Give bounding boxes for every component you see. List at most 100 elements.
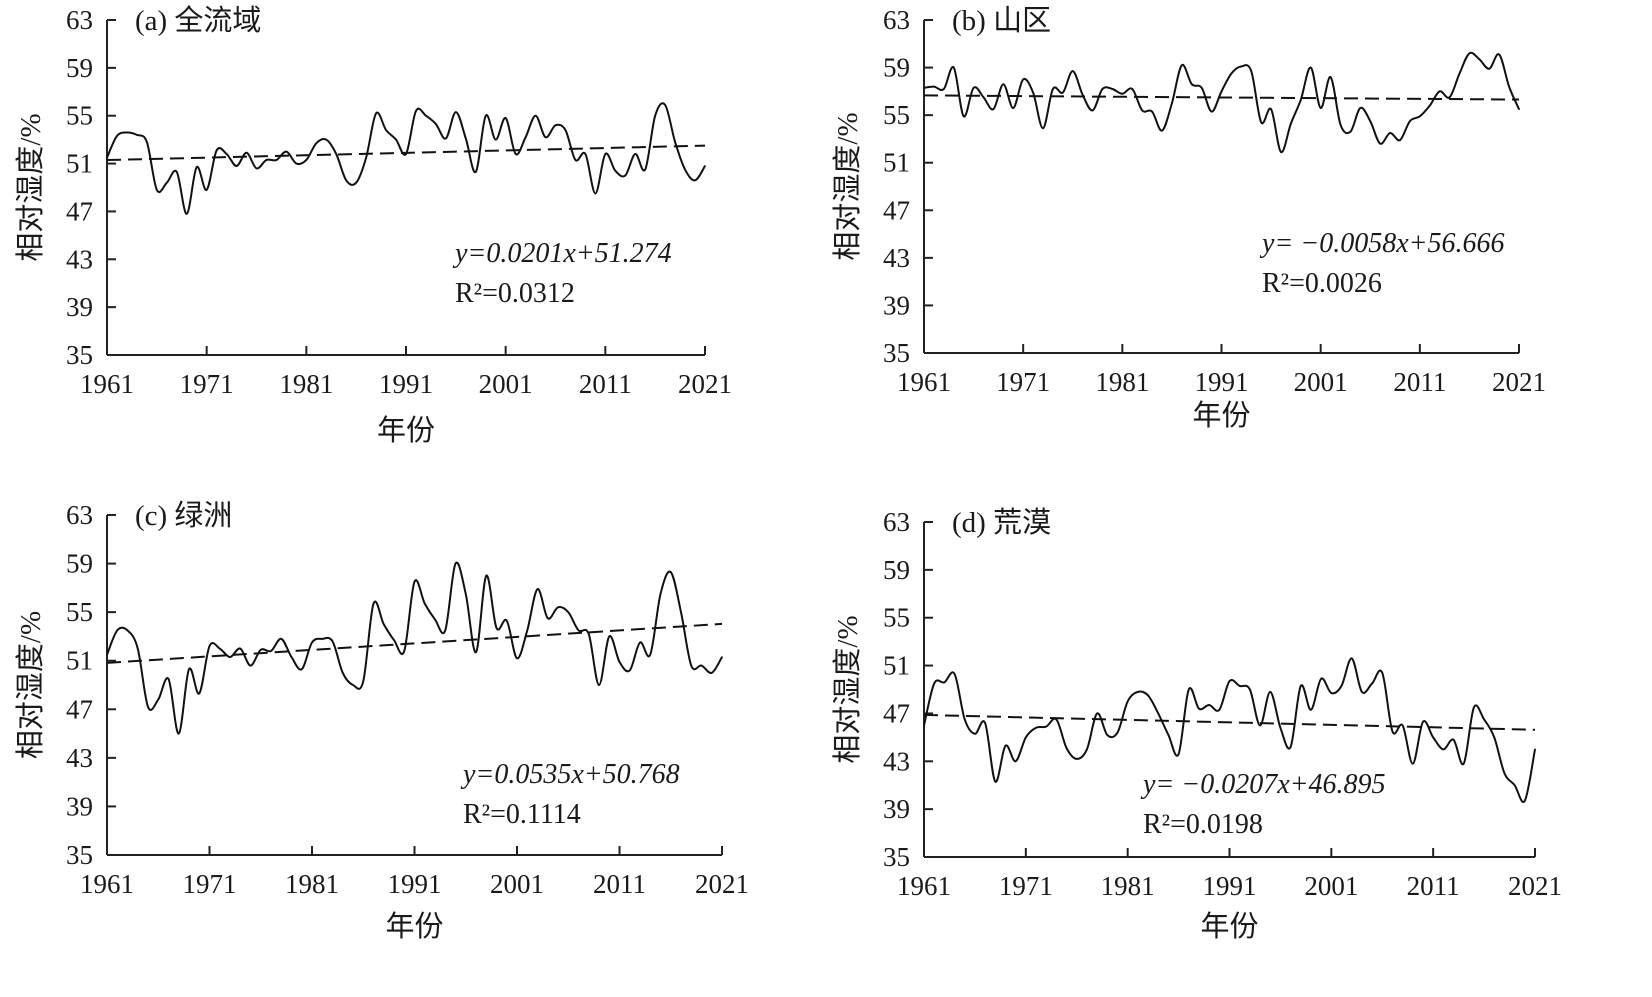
- data-point: [259, 648, 262, 651]
- data-point: [1432, 736, 1434, 739]
- data-point: [1401, 724, 1404, 727]
- data-point: [1309, 66, 1312, 69]
- data-point: [1091, 109, 1094, 112]
- trend-line: [923, 94, 1520, 101]
- data-point: [1389, 132, 1391, 134]
- x-tick-label: 2021: [1508, 871, 1562, 901]
- data-point: [156, 189, 158, 191]
- data-point: [185, 213, 188, 215]
- data-point: [157, 698, 160, 701]
- data-point: [1419, 115, 1421, 118]
- data-point: [608, 635, 611, 638]
- data-point: [1106, 734, 1109, 736]
- data-point: [425, 114, 427, 117]
- data-point: [614, 169, 617, 172]
- y-tick-label: 43: [883, 243, 910, 273]
- data-point: [1409, 120, 1411, 122]
- data-point: [1260, 121, 1262, 124]
- data-point: [1320, 677, 1322, 680]
- data-point: [198, 692, 201, 695]
- data-point: [577, 629, 580, 632]
- data-point: [465, 137, 467, 140]
- data-point: [1488, 67, 1491, 70]
- y-axis-label: 相对湿度/%: [831, 112, 864, 260]
- data-point: [116, 135, 118, 137]
- data-point: [1230, 72, 1233, 75]
- data-point: [167, 678, 170, 680]
- data-point: [311, 641, 313, 644]
- data-point: [315, 142, 318, 145]
- data-point: [557, 606, 559, 609]
- data-point: [126, 131, 128, 134]
- data-point: [372, 602, 375, 605]
- data-point: [175, 171, 178, 173]
- data-point: [218, 647, 221, 650]
- y-tick-label: 51: [66, 646, 93, 676]
- data-point: [1349, 130, 1352, 133]
- regression-equation: y=0.0535x+50.768: [460, 759, 680, 790]
- data-point: [1032, 91, 1034, 94]
- data-point: [208, 645, 211, 647]
- chart-panel-a: 35 39 43 47 51 55 59 63 1961 1971 1981 1991 2001 2011…: [14, 4, 732, 447]
- y-tick-label: 47: [883, 698, 910, 728]
- data-point: [1330, 692, 1333, 694]
- r-squared-label: R²=0.0198: [1143, 809, 1263, 840]
- data-point: [1086, 748, 1088, 751]
- chart-panel-d: 35 39 43 47 51 55 59 63 1961 1971 1981 1991 2001 2011…: [831, 506, 1562, 943]
- y-tick-label: 43: [883, 746, 910, 776]
- data-point: [1220, 90, 1223, 93]
- data-point: [1012, 107, 1015, 109]
- data-point: [587, 633, 590, 635]
- data-point: [1350, 657, 1353, 660]
- data-point: [1147, 694, 1149, 697]
- y-tick-label: 39: [66, 791, 93, 821]
- data-point: [1279, 726, 1282, 729]
- data-point: [923, 86, 925, 89]
- data-point: [1473, 706, 1475, 709]
- x-tick-label: 1971: [183, 869, 237, 899]
- data-point: [1508, 85, 1510, 88]
- data-point: [1289, 746, 1292, 748]
- data-point: [205, 189, 208, 191]
- data-point: [1062, 91, 1064, 94]
- data-point: [1339, 123, 1342, 126]
- data-point: [321, 638, 324, 640]
- data-point: [1238, 685, 1241, 687]
- x-tick-label: 1991: [1195, 367, 1249, 397]
- trend-line: [106, 622, 723, 664]
- data-point: [300, 668, 303, 671]
- y-tick-label: 35: [66, 340, 93, 370]
- data-point: [567, 611, 570, 613]
- x-tick-label: 2021: [695, 869, 749, 899]
- x-tick-label: 1981: [1095, 367, 1149, 397]
- data-point: [255, 167, 258, 170]
- data-point: [1022, 78, 1024, 81]
- data-point: [1438, 90, 1441, 93]
- data-point: [644, 168, 646, 171]
- r-squared-label: R²=0.0312: [455, 278, 575, 309]
- data-point: [694, 179, 696, 182]
- data-point: [554, 124, 557, 127]
- y-tick-label: 43: [66, 743, 93, 773]
- data-point: [215, 149, 218, 152]
- data-point: [1177, 753, 1180, 755]
- data-point: [1161, 129, 1163, 132]
- data-point: [1452, 738, 1455, 741]
- data-point: [1025, 736, 1027, 739]
- data-point: [654, 114, 656, 117]
- data-point: [1513, 784, 1516, 787]
- data-point: [1065, 747, 1068, 749]
- data-point: [584, 153, 587, 155]
- y-tick-label: 47: [66, 196, 93, 226]
- data-point: [564, 129, 567, 131]
- data-point: [116, 629, 119, 632]
- x-axis-label: 年份: [385, 910, 443, 943]
- data-point: [352, 684, 354, 686]
- data-point: [1157, 712, 1160, 715]
- data-point: [1240, 65, 1243, 68]
- data-point: [514, 153, 517, 155]
- data-point: [1259, 724, 1261, 727]
- x-tick-label: 1981: [279, 369, 333, 399]
- data-point: [413, 580, 416, 583]
- data-point: [700, 664, 703, 667]
